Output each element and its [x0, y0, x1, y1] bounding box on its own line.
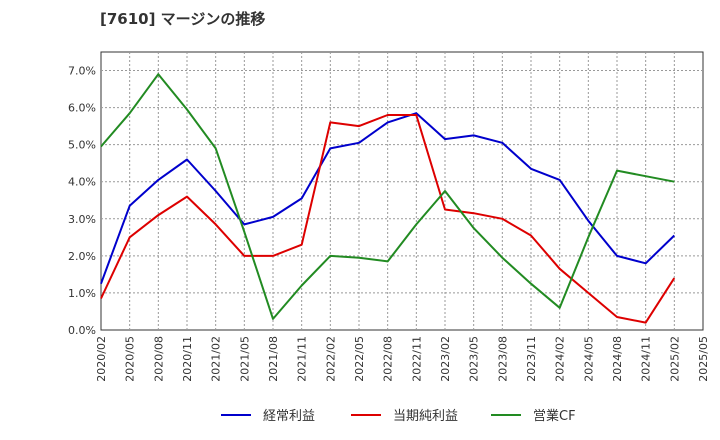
y-tick-label: 4.0% [68, 176, 96, 189]
x-tick-label: 2020/02 [95, 336, 108, 382]
x-tick-label: 2022/05 [353, 336, 366, 382]
grid-layer [100, 51, 704, 331]
plot-area [100, 51, 704, 331]
legend-label: 営業CF [533, 408, 576, 424]
chart-title: [7610] マージンの推移 [100, 10, 266, 28]
legend: 経常利益 当期純利益 営業CF [221, 408, 576, 424]
x-tick-label: 2020/11 [181, 336, 194, 382]
x-tick-label: 2025/02 [668, 336, 681, 382]
x-tick-label: 2023/05 [468, 336, 481, 382]
x-tick-label: 2022/11 [410, 336, 423, 382]
x-tick-label: 2020/05 [124, 336, 137, 382]
y-tick-label: 0.0% [68, 324, 96, 337]
legend-label: 経常利益 [263, 409, 315, 424]
x-tick-label: 2021/02 [210, 336, 223, 382]
x-tick-label: 2021/08 [267, 336, 280, 382]
x-tick-label: 2022/08 [382, 336, 395, 382]
x-tick-label: 2024/02 [554, 336, 567, 382]
x-tick-label: 2023/02 [439, 336, 452, 382]
x-tick-label: 2022/02 [324, 336, 337, 382]
x-tick-label: 2025/05 [697, 336, 710, 382]
y-tick-label: 5.0% [68, 139, 96, 152]
axis-layer: 0.0% 1.0% 2.0% 3.0% 4.0% 5.0% 6.0% 7.0% 2020/02 2… [68, 65, 710, 382]
x-tick-label: 2023/08 [496, 336, 509, 382]
x-tick-label: 2021/11 [296, 336, 309, 382]
x-tick-label: 2024/08 [611, 336, 624, 382]
x-tick-label: 2024/05 [582, 336, 595, 382]
legend-label: 当期純利益 [393, 409, 458, 424]
y-tick-label: 7.0% [68, 65, 96, 78]
x-tick-label: 2021/05 [238, 336, 251, 382]
x-tick-label: 2020/08 [152, 336, 165, 382]
series-layer [100, 73, 676, 324]
y-tick-label: 6.0% [68, 102, 96, 115]
y-tick-label: 2.0% [68, 250, 96, 263]
y-tick-label: 1.0% [68, 287, 96, 300]
x-tick-label: 2024/11 [640, 336, 653, 382]
y-tick-label: 3.0% [68, 213, 96, 226]
x-tick-label: 2023/11 [525, 336, 538, 382]
